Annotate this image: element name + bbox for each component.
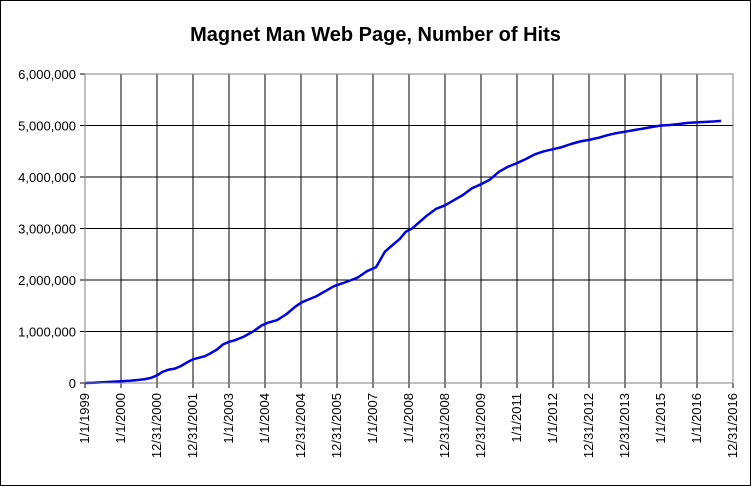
x-tick-label: 12/31/2000 bbox=[149, 393, 164, 458]
y-tick-label: 5,000,000 bbox=[18, 119, 76, 134]
x-tick-label: 1/1/2008 bbox=[401, 393, 416, 444]
y-axis-ticks: 0 1,000,000 2,000,000 3,000,000 4,000,000 5,0… bbox=[18, 67, 85, 391]
y-tick-label: 1,000,000 bbox=[18, 325, 76, 340]
y-tick-label: 6,000,000 bbox=[18, 67, 76, 82]
x-tick-label: 1/1/1999 bbox=[77, 393, 92, 444]
x-tick-label: 12/31/2013 bbox=[617, 393, 632, 458]
x-tick-label: 12/31/2008 bbox=[437, 393, 452, 458]
x-tick-label: 12/31/2009 bbox=[473, 393, 488, 458]
x-tick-label: 1/1/2011 bbox=[509, 393, 524, 443]
x-tick-label: 12/31/2001 bbox=[185, 393, 200, 458]
y-tick-label: 4,000,000 bbox=[18, 170, 76, 185]
x-tick-label: 12/31/2004 bbox=[293, 393, 308, 458]
x-tick-label: 1/1/2007 bbox=[365, 393, 380, 444]
chart-title: Magnet Man Web Page, Number of Hits bbox=[190, 24, 561, 46]
y-tick-label: 0 bbox=[69, 376, 76, 391]
x-tick-label: 1/1/2004 bbox=[257, 393, 272, 444]
x-tick-label: 12/31/2012 bbox=[581, 393, 596, 458]
x-tick-label: 1/1/2016 bbox=[689, 393, 704, 444]
y-tick-label: 2,000,000 bbox=[18, 273, 76, 288]
x-tick-label: 12/31/2005 bbox=[329, 393, 344, 458]
series-line-hits bbox=[84, 119, 722, 385]
x-tick-label: 1/1/2015 bbox=[653, 393, 668, 444]
x-axis-ticks: 1/1/1999 1/1/2000 12/31/2000 12/31/2001 1/1/… bbox=[77, 383, 740, 458]
gridlines bbox=[85, 73, 733, 384]
y-tick-label: 3,000,000 bbox=[18, 222, 76, 237]
x-tick-label: 1/1/2000 bbox=[113, 393, 128, 444]
x-tick-label: 1/1/2003 bbox=[221, 393, 236, 444]
x-tick-label: 1/1/2012 bbox=[545, 393, 560, 444]
plot-border bbox=[84, 73, 734, 384]
x-tick-label: 12/31/2016 bbox=[725, 393, 740, 458]
